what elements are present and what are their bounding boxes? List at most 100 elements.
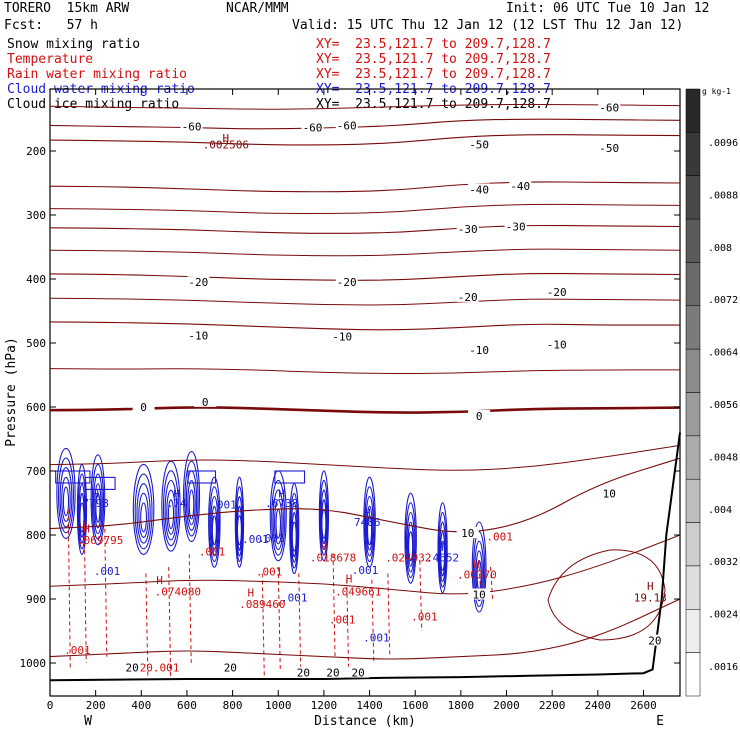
maximum-label: H <box>92 487 99 500</box>
maximum-label: .00370 <box>457 569 497 582</box>
temperature-label-bg <box>468 138 491 150</box>
x-right-label: E <box>656 714 664 729</box>
colorbar-label: .0024 <box>708 610 738 621</box>
temperature-label-bg <box>456 223 479 235</box>
temperature-label: -40 <box>510 180 530 193</box>
cloud-water-contour <box>289 483 300 575</box>
temperature-label-bg <box>335 119 358 131</box>
maximum-label: H <box>474 558 481 571</box>
temperature-label: -20 <box>188 276 208 289</box>
temperature-label: -20 <box>547 286 567 299</box>
y-tick-label: 1000 <box>20 657 47 670</box>
x-tick-label: 2400 <box>585 699 612 712</box>
temperature-label: 20 <box>297 667 310 680</box>
model-title: TORERO 15km ARW <box>4 1 130 16</box>
maximum-label: H <box>248 587 255 600</box>
y-tick-label: 300 <box>26 209 46 222</box>
temperature-label-bg <box>187 329 210 341</box>
maximum-label: .001 <box>256 565 283 578</box>
colorbar-label: .0064 <box>708 348 738 359</box>
maximum-label: .049661 <box>335 585 381 598</box>
cloud-water-contour <box>408 531 414 562</box>
cloud-water-contour <box>187 470 217 484</box>
maximum-label: .4652 <box>426 551 459 564</box>
temperature-contour <box>49 203 681 214</box>
cloud-water-contour <box>211 505 218 551</box>
temperature-label: 20 <box>126 661 139 674</box>
temperature-label-bg <box>187 276 210 288</box>
field-name: Rain water mixing ratio <box>7 67 188 82</box>
cloud-water-contour <box>289 492 299 569</box>
colorbar-bin <box>685 262 701 307</box>
temperature-contour <box>49 598 681 660</box>
maximum-label: H <box>278 487 285 500</box>
temperature-label-bg <box>468 183 491 195</box>
field-name: Snow mixing ratio <box>7 37 141 52</box>
colorbar-bin <box>685 175 701 220</box>
init-time: Init: 06 UTC Tue 10 Jan 12 <box>506 1 710 16</box>
cloud-water-contour <box>321 508 327 539</box>
rain-contour <box>277 566 281 670</box>
cloud-water-contour <box>209 486 220 563</box>
rain-contour <box>419 560 423 632</box>
field-name: Cloud water mixing ratio <box>7 82 195 97</box>
temperature-contour <box>49 368 680 374</box>
cloud-water-contour <box>271 479 286 556</box>
temperature-label-bg <box>347 666 370 678</box>
y-tick-label: 600 <box>26 401 46 414</box>
temperature-contour <box>49 272 681 281</box>
cloud-water-contour <box>188 489 195 520</box>
cloud-water-contour <box>208 476 221 568</box>
temperature-contour <box>49 457 681 533</box>
rain-contour <box>332 554 336 657</box>
center-title: NCAR/MMM <box>226 1 289 16</box>
temperature-label: 10 <box>473 589 486 602</box>
cloud-water-contour <box>94 483 102 529</box>
cloud-water-contour <box>132 463 155 555</box>
colorbar-unit: g kg-1 <box>702 87 731 96</box>
temperature-label: -30 <box>506 221 526 234</box>
field-xy: XY= 23.5,121.7 to 209.7,128.7 <box>316 52 551 67</box>
cloud-water-contour <box>472 531 486 607</box>
terrain-line <box>49 432 681 682</box>
colorbar-label: .0056 <box>708 400 738 411</box>
cloud-water-contour <box>405 502 416 579</box>
temperature-label-bg <box>509 180 532 192</box>
y-tick-label: 800 <box>26 529 46 542</box>
field-xy: XY= 23.5,121.7 to 209.7,128.7 <box>316 37 551 52</box>
temperature-label: 20 <box>352 667 365 680</box>
temperature-label-bg <box>468 344 491 356</box>
temperature-label: 0 <box>476 410 483 423</box>
cloud-water-contour <box>56 447 76 539</box>
x-axis-title: Distance (km) <box>314 714 416 729</box>
colorbar-bin <box>685 478 701 523</box>
cloud-water-contour <box>57 457 75 534</box>
cloud-water-contour <box>439 521 447 583</box>
temperature-label-bg <box>598 101 621 113</box>
x-tick-label: 400 <box>131 699 151 712</box>
rain-contour <box>346 579 350 676</box>
maximum-label: .001 <box>258 532 285 545</box>
temperature-contour <box>49 297 681 306</box>
cloud-water-contour <box>235 486 244 563</box>
y-tick-label: 700 <box>26 465 46 478</box>
maximum-label: .001 <box>210 498 237 511</box>
field-name: Temperature <box>7 52 94 67</box>
cloud-water-contour <box>236 515 243 546</box>
forecast-hour: Fcst: 57 h <box>4 18 98 33</box>
cloud-water-contour <box>404 492 417 584</box>
colorbar-bin <box>685 435 701 480</box>
y-tick-label: 200 <box>26 145 46 158</box>
cloud-water-contour <box>318 470 330 562</box>
cloud-water-contour <box>320 489 328 551</box>
temperature-label-bg <box>194 395 217 407</box>
maximum-label: .74 <box>167 497 187 510</box>
rain-contour <box>83 522 87 664</box>
colorbar: .0096 .0088 .008 .0072 .0064 .0056 .0048 .004 .0… <box>685 88 738 697</box>
temperature-label-bg <box>545 285 568 297</box>
cloud-water-contour <box>140 502 148 533</box>
contour-labels: -60 -60 -60 -60 -50 -50 -40 -40 -30 -30 -20 -20 -20 -… <box>64 101 667 680</box>
rain-contour <box>67 509 71 670</box>
temperature-contour <box>547 549 666 641</box>
maximum-label: .069795 <box>77 534 123 547</box>
